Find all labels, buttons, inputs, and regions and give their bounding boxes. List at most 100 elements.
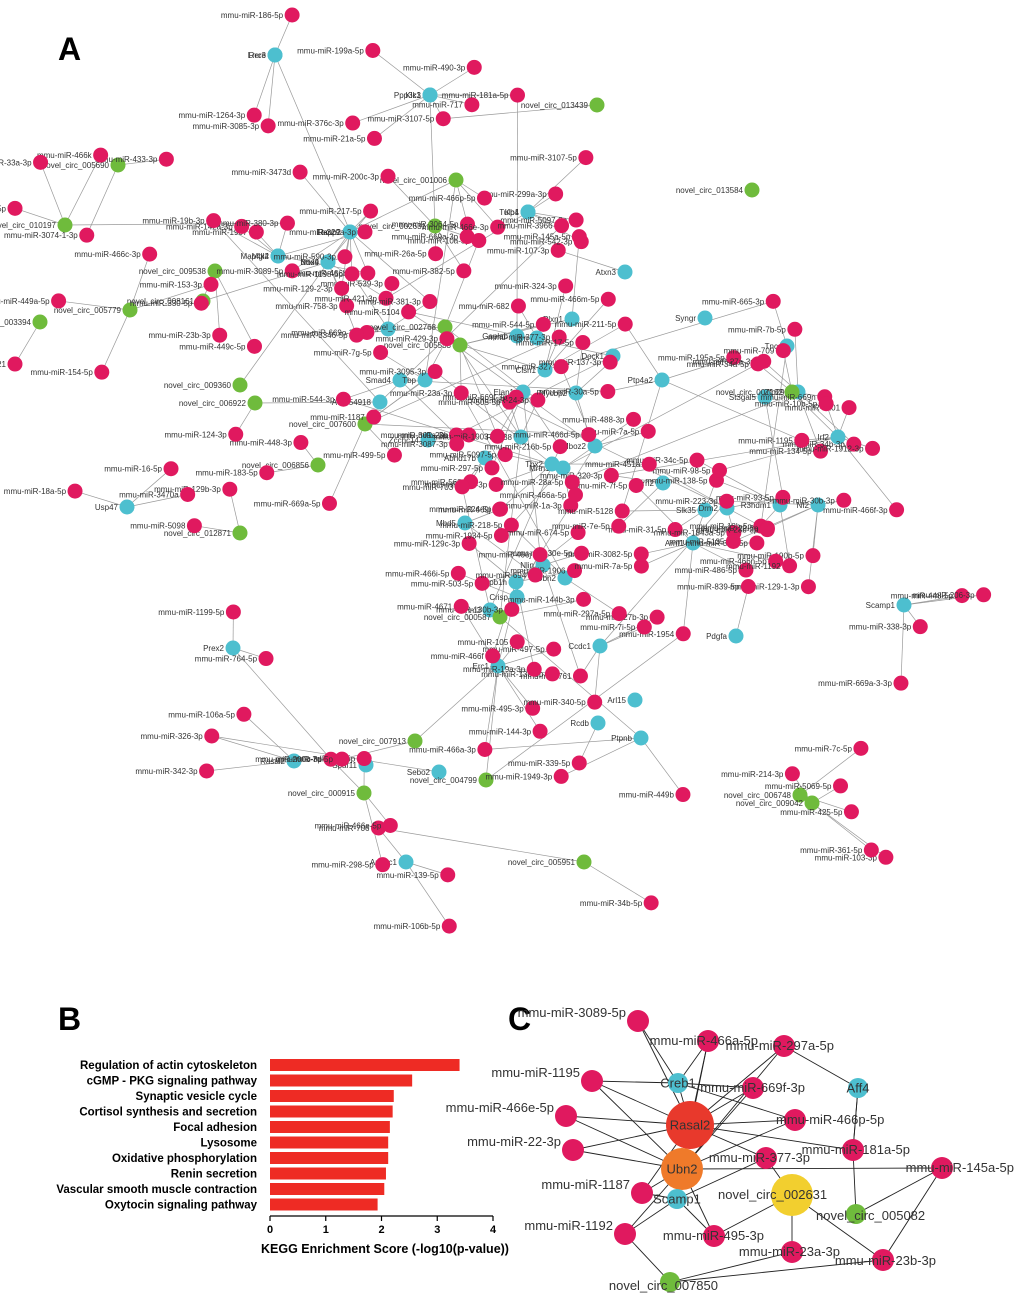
node-circle — [323, 751, 339, 767]
node-label: Ptp4a2 — [628, 376, 654, 385]
node-circle — [461, 535, 477, 551]
circrna-node: novel_circ_007182 — [716, 384, 800, 400]
node-label: Nox4 — [300, 258, 319, 267]
network-edge — [459, 344, 498, 437]
network-edge — [64, 154, 101, 226]
node-circle — [578, 150, 594, 166]
network-edge — [299, 171, 351, 233]
mirna-node: mmu-miR-93-5p — [716, 489, 791, 505]
gene-node: Atpb1h — [482, 574, 524, 590]
node-circle — [79, 227, 95, 243]
node-label: mmu-miR-466a-5p — [650, 1033, 758, 1048]
node-label: mmu-miR-298-5p — [311, 861, 374, 870]
node-circle — [199, 763, 215, 779]
node-label: mmu-miR-3064-5p — [392, 220, 459, 229]
node-circle — [357, 224, 373, 240]
mirna-node: mmu-miR-839-5p — [677, 579, 756, 595]
panel-c-letter: C — [508, 1001, 531, 1037]
node-label: mmu-miR-466e-5p — [446, 1100, 554, 1115]
node-label: Zcchc14 — [389, 436, 420, 445]
mirna-node: mmu-miR-142a-3p — [166, 218, 250, 234]
network-edge — [564, 577, 620, 614]
node-label: Mgl2 — [252, 252, 270, 261]
network-edge — [677, 1082, 796, 1121]
mirna-node: mmu-miR-342-3p — [135, 763, 215, 779]
node-label: mmu-miR-20b-5p — [398, 431, 461, 440]
network-edge — [882, 1167, 943, 1261]
node-label: mmu-miR-134-5p — [749, 447, 812, 456]
panel-a-nodes: Rere Klc1 Lamp2 Map4k4 Nox4 Tulp4 Atxn3 Syngr Tn… — [0, 7, 992, 934]
node-circle — [726, 350, 742, 366]
circrna-node: novel_circ_003394 — [0, 314, 48, 330]
node-label: mmu-miR-1949-3p — [485, 772, 552, 781]
panel-a-network: Rere Klc1 Lamp2 Map4k4 Nox4 Tulp4 Atxn3 Syngr Tn… — [0, 7, 992, 934]
node-label: mmu-miR-665-3p — [702, 297, 765, 306]
node-label: mmu-miR-19b-3p — [142, 217, 205, 226]
node-label: Zfp292 — [764, 388, 789, 397]
mirna-node: mmu-miR-3074-1-3p — [4, 227, 95, 243]
node-circle — [617, 316, 633, 332]
gene-node: Bttd9 — [300, 254, 336, 270]
network-edge — [372, 50, 431, 96]
circrna-node: novel_circ_002768 — [369, 319, 453, 335]
node-label: Slk35 — [676, 506, 697, 515]
node-circle — [246, 107, 262, 123]
node-label: Tnc — [765, 342, 778, 351]
mirna-node: mmu-miR-218-5p — [440, 517, 519, 533]
node-label: mmu-miR-466m-5p — [530, 295, 599, 304]
mirna-node: mmu-miR-544-5p — [472, 316, 551, 332]
network-edge — [791, 391, 839, 438]
mirna-node: mmu-miR-466j — [479, 547, 548, 563]
node-circle — [784, 384, 800, 400]
mirna-node: mmu-miR-3082-5p — [566, 546, 649, 562]
node-label: mmu-miR-1264-3p — [179, 111, 246, 120]
node-label: mmu-miR-3107-5p — [368, 115, 435, 124]
node-label: mmu-miR-5098 — [130, 522, 186, 531]
mirna-node: mmu-miR-129c-3p — [394, 535, 477, 551]
node-circle — [550, 242, 566, 258]
node-circle — [450, 565, 466, 581]
node-label: mmu-miR-488-3p — [562, 415, 625, 424]
network-edge — [373, 379, 426, 418]
network-edge — [489, 446, 561, 611]
node-label: mmu-miR-505-5p — [438, 398, 501, 407]
mirna-node: mmu-miR-1195 — [738, 432, 810, 448]
network-edge — [692, 542, 747, 571]
mirna-node: mmu-miR-106a-5p — [168, 706, 252, 722]
network-edge — [496, 463, 553, 485]
network-edge — [378, 827, 585, 863]
node-circle — [581, 1070, 603, 1092]
node-label: Arnt1 — [665, 539, 685, 548]
mirna-node: mmu-miR-216b-5p — [485, 439, 568, 455]
node-label: mmu-miR-706 — [319, 824, 370, 833]
gene-node: Tbx2 — [525, 456, 560, 472]
node-label: mmu-miR-145a-5p — [504, 233, 571, 242]
mirna-node: mmu-miR-466f-3p — [823, 502, 905, 518]
mirna-node: mmu-miR-669a-5p — [254, 495, 337, 511]
network-edge — [681, 1167, 943, 1170]
node-circle — [600, 291, 616, 307]
mirna-node: mmu-miR-694 — [476, 567, 543, 583]
node-label: mmu-miR-544-3p — [272, 395, 335, 404]
mirna-node: mmu-miR-5104 — [344, 304, 417, 320]
node-label: novel_circ_013584 — [676, 186, 744, 195]
node-circle — [954, 588, 970, 604]
kegg-category-label: Regulation of actin cytoskeleton — [80, 1060, 257, 1072]
node-label: mmu-miR-466e-5p — [315, 821, 382, 830]
mirna-node: mmu-miR-1949-3p — [485, 768, 569, 784]
node-label: mmu-miR-1934-5p — [426, 531, 493, 540]
network-edge — [661, 357, 734, 381]
node-mmu-mir-466a-5p: mmu-miR-466a-5p — [650, 1030, 758, 1052]
node-label: mmu-miR-330-5p — [130, 299, 193, 308]
gene-node: Mboz2 — [562, 438, 603, 454]
node-circle — [342, 224, 358, 240]
node-label: Klc1 — [405, 91, 421, 100]
mirna-node: mmu-miR-339-5p — [508, 755, 587, 771]
node-circle — [439, 331, 455, 347]
node-label: mmu-miR-217-5p — [299, 207, 362, 216]
kegg-bar — [270, 1090, 394, 1102]
node-circle — [878, 849, 894, 865]
node-circle — [349, 327, 365, 343]
node-circle — [459, 229, 475, 245]
node-label: mmu-miR-466k — [37, 151, 93, 160]
